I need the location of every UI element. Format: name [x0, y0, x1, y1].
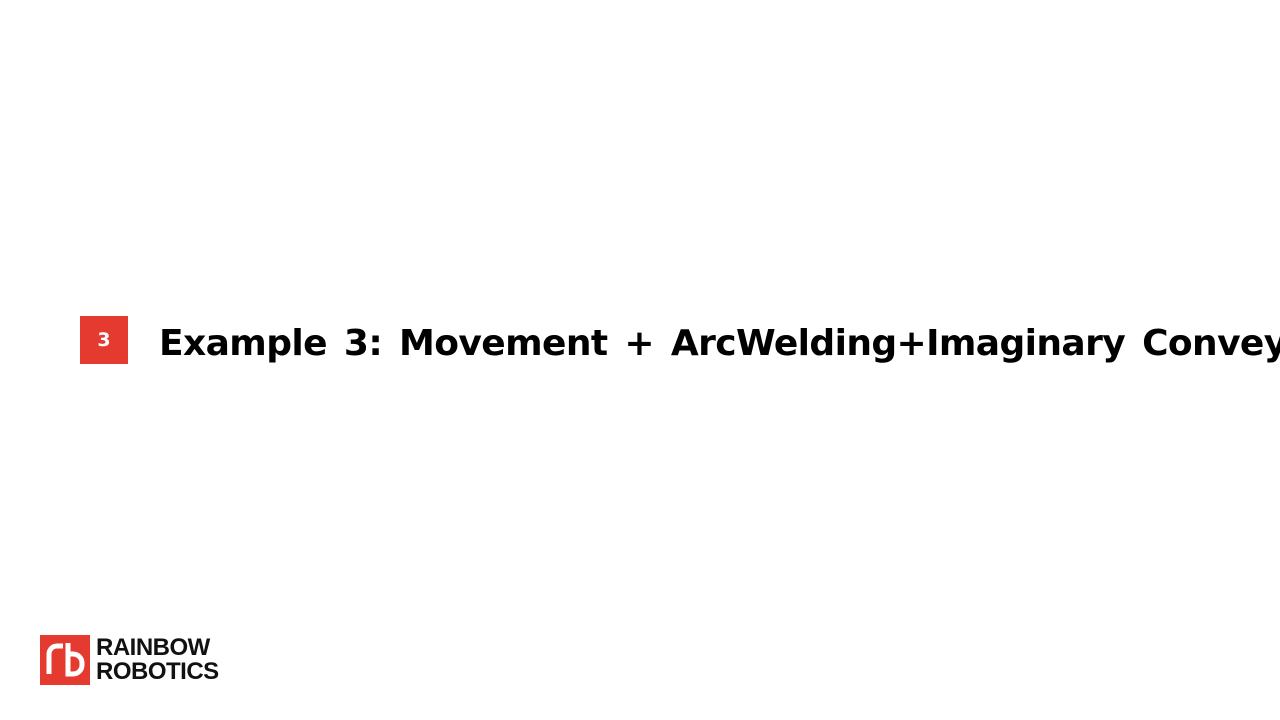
- section-number-badge: 3: [80, 316, 128, 364]
- rb-logo-icon: [40, 635, 90, 685]
- slide-title: Example 3: Movement + ArcWelding+Imagina…: [159, 323, 1280, 364]
- company-name-line2: ROBOTICS: [96, 658, 219, 685]
- company-name-line1: RAINBOW: [96, 634, 210, 661]
- section-number: 3: [97, 329, 111, 351]
- company-logo: RAINBOW ROBOTICS: [40, 634, 219, 686]
- company-name: RAINBOW ROBOTICS: [96, 636, 219, 684]
